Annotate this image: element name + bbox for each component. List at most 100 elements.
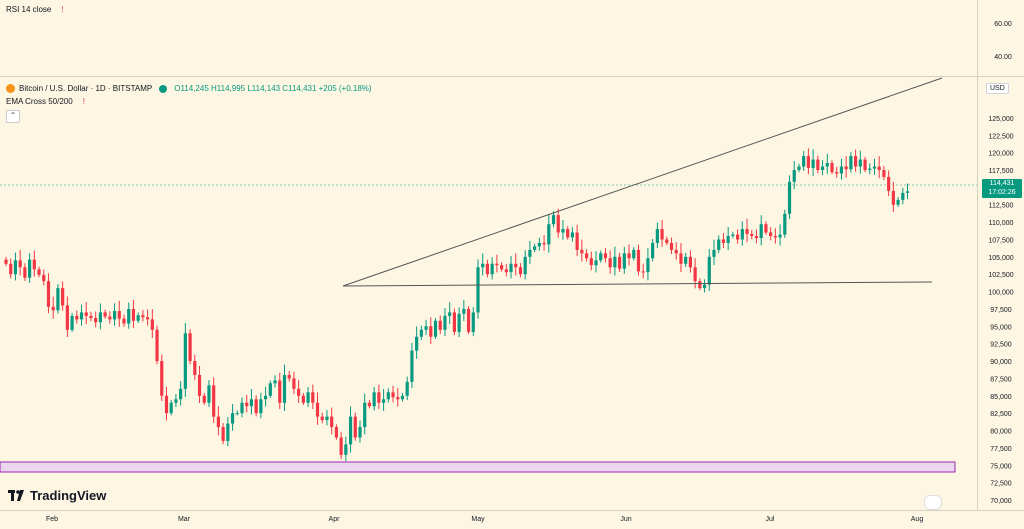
candle-body[interactable]	[98, 312, 102, 323]
alert-icon[interactable]: !	[61, 5, 64, 14]
candle-body[interactable]	[693, 267, 697, 282]
candle-body[interactable]	[348, 416, 353, 445]
candle-body[interactable]	[636, 249, 641, 272]
candle-body[interactable]	[651, 242, 655, 259]
candle-body[interactable]	[141, 315, 145, 318]
candle-body[interactable]	[806, 156, 810, 168]
candle-body[interactable]	[245, 402, 249, 407]
candle-body[interactable]	[103, 312, 107, 317]
candle-body[interactable]	[712, 249, 716, 257]
candle-body[interactable]	[396, 397, 400, 400]
candle-body[interactable]	[854, 156, 858, 167]
candle-body[interactable]	[882, 170, 886, 177]
candle-body[interactable]	[533, 246, 537, 250]
candle-body[interactable]	[835, 172, 839, 174]
candle-body[interactable]	[339, 437, 343, 455]
candle-body[interactable]	[18, 260, 22, 268]
candle-body[interactable]	[481, 263, 485, 268]
candle-body[interactable]	[665, 239, 669, 243]
candle-body[interactable]	[268, 383, 272, 396]
candle-body[interactable]	[410, 350, 414, 382]
candle-body[interactable]	[84, 312, 88, 316]
candle-body[interactable]	[448, 312, 452, 316]
candle-body[interactable]	[802, 156, 806, 167]
candle-body[interactable]	[797, 166, 801, 170]
candle-body[interactable]	[509, 263, 513, 273]
rsi-legend[interactable]: RSI 14 close !	[6, 5, 64, 14]
candle-body[interactable]	[646, 258, 650, 273]
candle-body[interactable]	[792, 170, 796, 182]
candle-body[interactable]	[570, 232, 574, 238]
candle-body[interactable]	[297, 388, 301, 396]
candle-body[interactable]	[820, 166, 825, 170]
candle-body[interactable]	[108, 316, 112, 320]
candle-body[interactable]	[891, 190, 895, 205]
candle-body[interactable]	[160, 361, 164, 396]
candle-body[interactable]	[679, 253, 683, 264]
candle-body[interactable]	[320, 416, 324, 421]
tradingview-logo[interactable]: TradingView	[8, 488, 106, 503]
eye-icon[interactable]	[159, 84, 168, 93]
candle-body[interactable]	[745, 229, 749, 234]
candle-body[interactable]	[905, 191, 910, 193]
candle-body[interactable]	[622, 253, 626, 269]
candle-body[interactable]	[769, 232, 773, 236]
candle-body[interactable]	[580, 249, 584, 254]
candle-body[interactable]	[117, 311, 121, 319]
candle-body[interactable]	[174, 399, 178, 403]
candle-body[interactable]	[641, 271, 645, 273]
candle-body[interactable]	[811, 159, 815, 168]
candle-body[interactable]	[334, 427, 338, 438]
candle-body[interactable]	[311, 392, 315, 403]
candle-body[interactable]	[61, 288, 65, 306]
candle-body[interactable]	[358, 427, 362, 438]
candle-body[interactable]	[282, 374, 287, 403]
candle-body[interactable]	[197, 374, 202, 396]
candle-body[interactable]	[702, 284, 707, 289]
candle-body[interactable]	[589, 258, 593, 266]
candle-body[interactable]	[183, 333, 187, 389]
candle-body[interactable]	[561, 229, 565, 233]
candle-body[interactable]	[306, 392, 310, 403]
candle-body[interactable]	[4, 259, 8, 264]
candle-body[interactable]	[28, 259, 32, 278]
candle-body[interactable]	[254, 399, 258, 414]
candle-body[interactable]	[816, 159, 820, 170]
candle-body[interactable]	[405, 381, 409, 396]
candle-body[interactable]	[825, 163, 829, 167]
candle-body[interactable]	[112, 311, 117, 320]
candle-body[interactable]	[240, 402, 244, 414]
candle-body[interactable]	[79, 312, 84, 320]
candle-body[interactable]	[221, 427, 225, 441]
candle-body[interactable]	[146, 317, 150, 320]
candle-body[interactable]	[344, 444, 348, 455]
candle-body[interactable]	[731, 234, 735, 236]
candle-body[interactable]	[901, 192, 905, 200]
candle-body[interactable]	[452, 312, 456, 332]
candle-body[interactable]	[504, 269, 508, 273]
candle-body[interactable]	[655, 229, 659, 243]
candle-body[interactable]	[599, 253, 603, 261]
candle-body[interactable]	[457, 313, 461, 332]
candle-body[interactable]	[264, 395, 268, 400]
candle-body[interactable]	[46, 281, 51, 307]
candle-body[interactable]	[721, 239, 726, 243]
candle-body[interactable]	[684, 256, 688, 264]
candle-body[interactable]	[65, 305, 69, 330]
candle-body[interactable]	[698, 281, 702, 289]
candle-body[interactable]	[575, 232, 579, 250]
candle-body[interactable]	[750, 233, 754, 236]
candle-body[interactable]	[377, 392, 381, 403]
candle-body[interactable]	[415, 336, 419, 351]
candle-body[interactable]	[169, 402, 173, 414]
candle-body[interactable]	[216, 416, 220, 428]
candle-body[interactable]	[353, 416, 357, 438]
candle-body[interactable]	[382, 399, 386, 403]
candle-body[interactable]	[877, 166, 881, 170]
candle-body[interactable]	[23, 267, 27, 278]
candle-body[interactable]	[759, 224, 763, 239]
candle-body[interactable]	[783, 213, 787, 235]
candle-body[interactable]	[315, 402, 320, 417]
candle-body[interactable]	[330, 416, 334, 428]
candle-body[interactable]	[226, 423, 230, 441]
